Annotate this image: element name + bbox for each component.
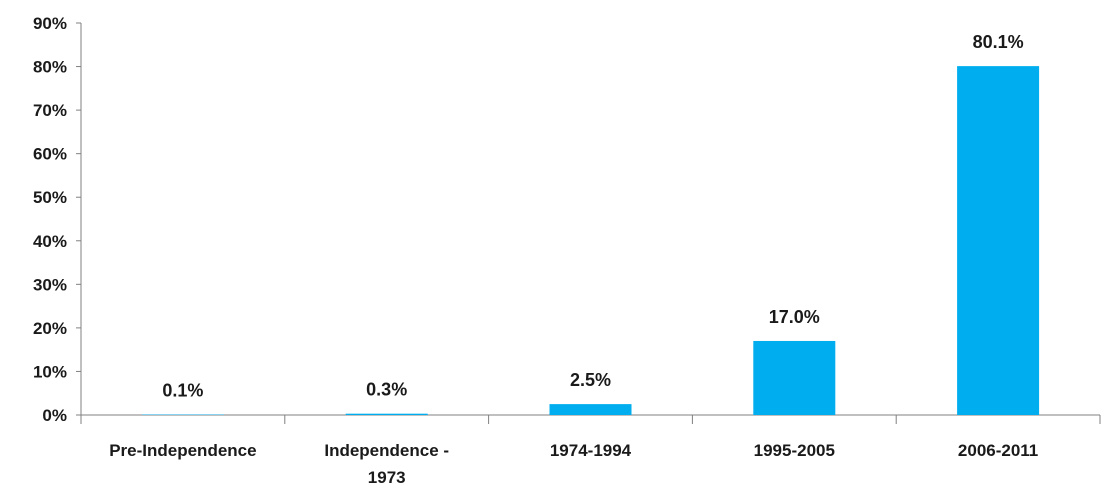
y-tick-label: 90% [33,14,67,33]
bar [957,66,1040,416]
bar-value-label: 0.3% [366,380,407,400]
y-tick-label: 50% [33,188,67,207]
x-axis: Pre-Independence Independence - 1973 1974-1… [80,414,1101,487]
x-category-label: Independence - [324,441,449,460]
x-category-label: 1995-2005 [754,441,835,460]
bar-value-label: 2.5% [570,370,611,390]
y-tick-label: 0% [42,406,67,425]
x-category-label: 1973 [368,468,406,487]
x-category-label: 1974-1994 [550,441,632,460]
y-tick-label: 60% [33,145,67,164]
bar [549,404,632,415]
bar [345,413,428,415]
y-tick-label: 10% [33,362,67,381]
x-category-label: 2006-2011 [958,441,1038,460]
y-tick-label: 80% [33,58,67,77]
y-tick-label: 70% [33,101,67,120]
bar-value-label: 17.0% [769,307,820,327]
x-category-label: Pre-Independence [109,441,256,460]
bar-value-label: 80.1% [973,32,1024,52]
y-tick-label: 30% [33,275,67,294]
bar-value-label: 0.1% [162,381,203,401]
y-axis: 0% 10% 20% 30% 40% 50% 60% 70% 80% 90% [33,14,82,425]
bars [141,66,1040,416]
y-tick-label: 20% [33,319,67,338]
bar [753,340,836,415]
data-labels: 0.1% 0.3% 2.5% 17.0% 80.1% [162,32,1023,400]
y-tick-label: 40% [33,232,67,251]
